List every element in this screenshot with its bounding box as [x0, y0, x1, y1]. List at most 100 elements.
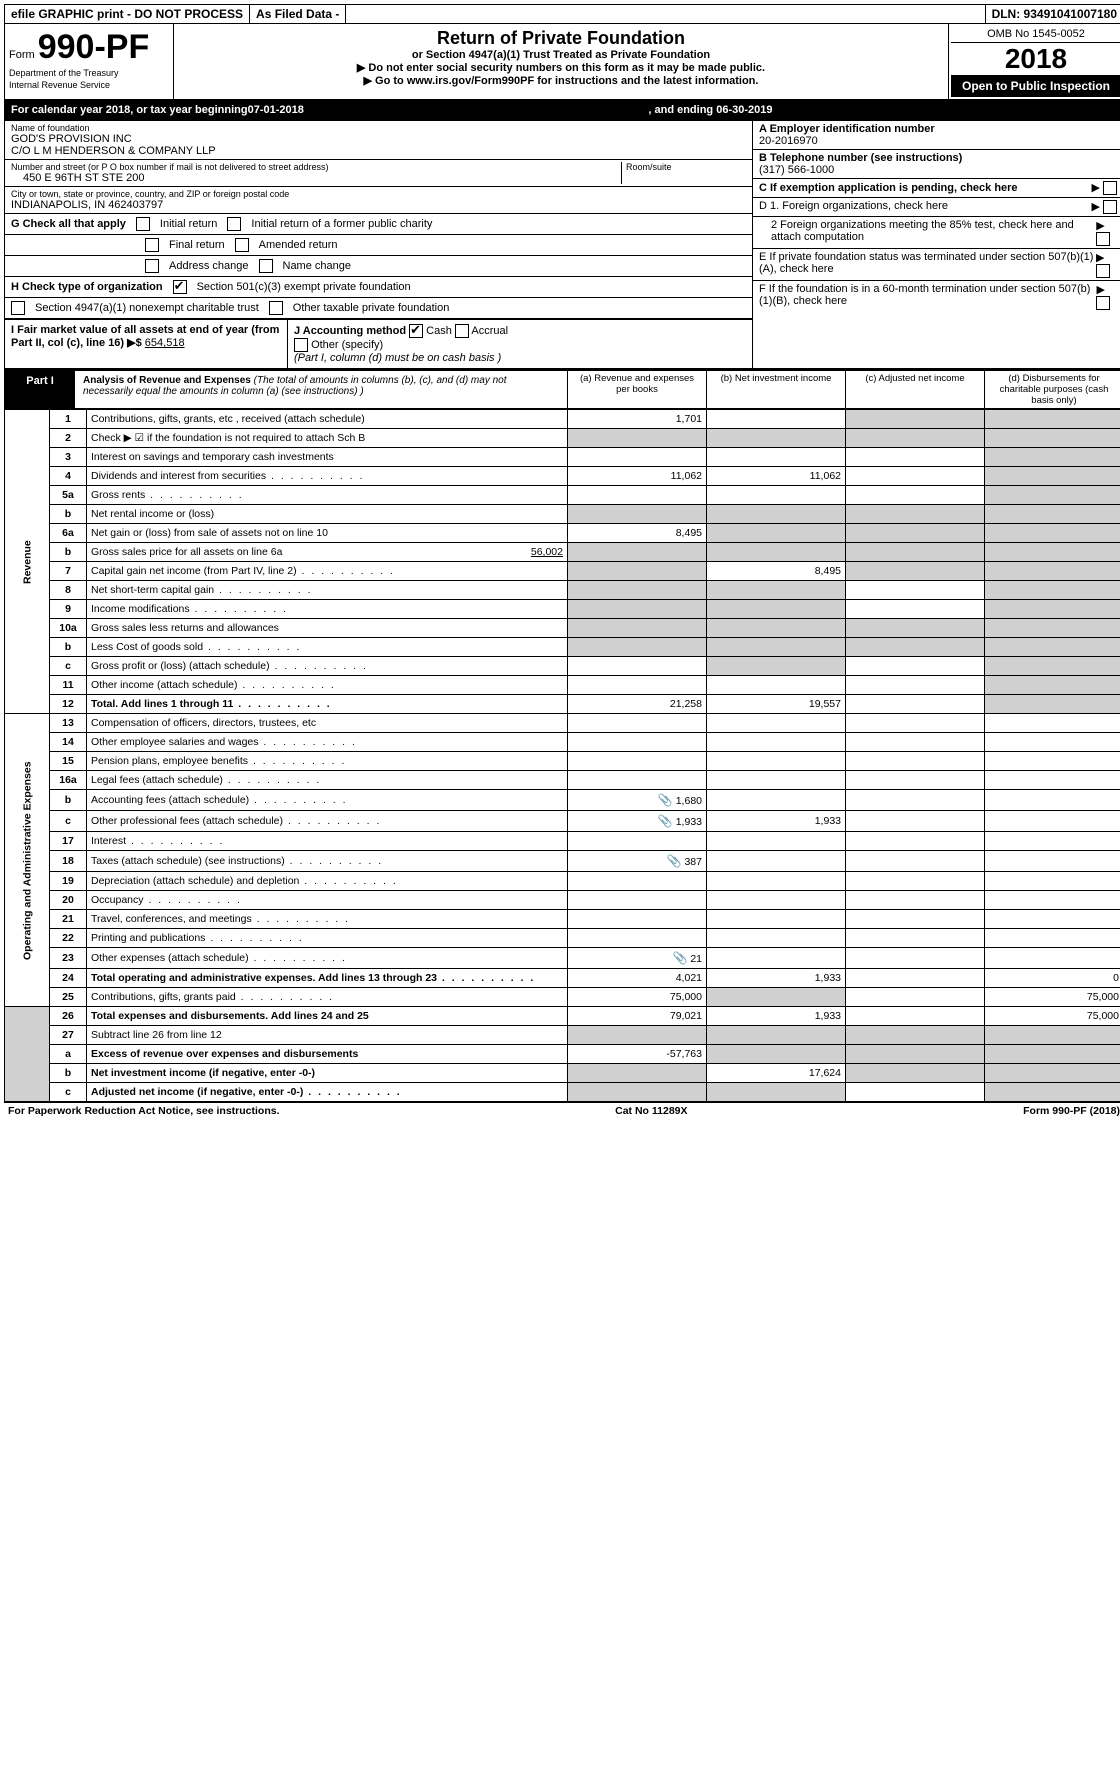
- row-23-desc: Other expenses (attach schedule): [87, 948, 568, 969]
- checkbox-d2[interactable]: [1096, 232, 1110, 246]
- omb-no: OMB No 1545-0052: [951, 26, 1120, 43]
- attach-icon[interactable]: 📎: [658, 814, 673, 828]
- form-title: Return of Private Foundation: [178, 28, 944, 49]
- paperwork-notice: For Paperwork Reduction Act Notice, see …: [8, 1105, 280, 1117]
- checkbox-other-taxable[interactable]: [269, 301, 283, 315]
- row-26-b: 1,933: [707, 1007, 846, 1026]
- checkbox-accrual[interactable]: [455, 324, 469, 338]
- irs: Internal Revenue Service: [9, 80, 110, 90]
- note-ssn: ▶ Do not enter social security numbers o…: [178, 61, 944, 74]
- a-ein-value: 20-2016970: [759, 135, 1117, 147]
- row-5a-desc: Gross rents: [87, 486, 568, 505]
- row-12-b: 19,557: [707, 695, 846, 714]
- checkbox-other-method[interactable]: [294, 338, 308, 352]
- checkbox-amended-return[interactable]: [235, 238, 249, 252]
- col-c-head: (c) Adjusted net income: [845, 371, 984, 408]
- row-4-b: 11,062: [707, 467, 846, 486]
- foundation-name-2: C/O L M HENDERSON & COMPANY LLP: [11, 145, 746, 157]
- e-label: E If private foundation status was termi…: [759, 251, 1096, 278]
- form-subtitle: or Section 4947(a)(1) Trust Treated as P…: [178, 49, 944, 61]
- row-21-desc: Travel, conferences, and meetings: [87, 910, 568, 929]
- cal-mid: , and ending: [648, 104, 716, 116]
- row-11-desc: Other income (attach schedule): [87, 676, 568, 695]
- lbl-initial: Initial return: [160, 218, 217, 230]
- col-b-head: (b) Net investment income: [706, 371, 845, 408]
- street-address: 450 E 96TH ST STE 200: [11, 172, 621, 184]
- row-26-d: 75,000: [985, 1007, 1120, 1026]
- row-10a-desc: Gross sales less returns and allowances: [87, 619, 568, 638]
- part1-title: Analysis of Revenue and Expenses: [83, 375, 251, 386]
- row-16a-desc: Legal fees (attach schedule): [87, 771, 568, 790]
- cat-no: Cat No 11289X: [615, 1105, 687, 1117]
- attach-icon[interactable]: 📎: [667, 854, 682, 868]
- row-7-desc: Capital gain net income (from Part IV, l…: [87, 562, 568, 581]
- lbl-other-method: Other (specify): [311, 339, 383, 351]
- row-6a-a: 8,495: [568, 524, 707, 543]
- dln: DLN: 93491041007180: [986, 5, 1120, 23]
- checkbox-initial-return[interactable]: [136, 217, 150, 231]
- row-18-desc: Taxes (attach schedule) (see instruction…: [87, 851, 568, 872]
- row-9-desc: Income modifications: [87, 600, 568, 619]
- row-14-desc: Other employee salaries and wages: [87, 733, 568, 752]
- b-phone-value: (317) 566-1000: [759, 164, 1117, 176]
- checkbox-initial-former[interactable]: [227, 217, 241, 231]
- checkbox-e[interactable]: [1096, 264, 1110, 278]
- row-4-desc: Dividends and interest from securities: [87, 467, 568, 486]
- row-25-desc: Contributions, gifts, grants paid: [87, 988, 568, 1007]
- d2-label: 2 Foreign organizations meeting the 85% …: [759, 219, 1096, 246]
- cal-begin: 07-01-2018: [248, 104, 304, 116]
- top-bar: efile GRAPHIC print - DO NOT PROCESS As …: [4, 4, 1120, 24]
- row-25-d: 75,000: [985, 988, 1120, 1007]
- checkbox-d1[interactable]: [1103, 200, 1117, 214]
- checkbox-4947[interactable]: [11, 301, 25, 315]
- f-label: F If the foundation is in a 60-month ter…: [759, 283, 1096, 310]
- checkbox-final-return[interactable]: [145, 238, 159, 252]
- row-13-desc: Compensation of officers, directors, tru…: [87, 714, 568, 733]
- row-16c-b: 1,933: [707, 811, 846, 832]
- row-27b-desc: Net investment income (if negative, ente…: [87, 1064, 568, 1083]
- col-d-head: (d) Disbursements for charitable purpose…: [984, 371, 1120, 408]
- checkbox-address-change[interactable]: [145, 259, 159, 273]
- col-a-head: (a) Revenue and expenses per books: [567, 371, 706, 408]
- cal-prefix: For calendar year 2018, or tax year begi…: [11, 104, 248, 116]
- row-4-a: 11,062: [568, 467, 707, 486]
- checkbox-name-change[interactable]: [259, 259, 273, 273]
- addr-label: Number and street (or P O box number if …: [11, 162, 621, 172]
- tax-year: 2018: [951, 43, 1120, 75]
- cal-end: 06-30-2019: [716, 104, 772, 116]
- row-7-b: 8,495: [707, 562, 846, 581]
- city-label: City or town, state or province, country…: [11, 189, 746, 199]
- row-23-a: 21: [690, 953, 702, 965]
- row-19-desc: Depreciation (attach schedule) and deple…: [87, 872, 568, 891]
- form-header: Form 990-PF Department of the Treasury I…: [4, 24, 1120, 100]
- row-3-desc: Interest on savings and temporary cash i…: [87, 448, 568, 467]
- lbl-cash: Cash: [426, 325, 452, 337]
- row-24-b: 1,933: [707, 969, 846, 988]
- attach-icon[interactable]: 📎: [672, 951, 687, 965]
- row-15-desc: Pension plans, employee benefits: [87, 752, 568, 771]
- row-5b-desc: Net rental income or (loss): [87, 505, 568, 524]
- part1-header: Part I Analysis of Revenue and Expenses …: [4, 369, 1120, 409]
- row-26-a: 79,021: [568, 1007, 707, 1026]
- row-16b-a: 1,680: [676, 795, 702, 807]
- calendar-year-row: For calendar year 2018, or tax year begi…: [4, 100, 1120, 121]
- checkbox-c[interactable]: [1103, 181, 1117, 195]
- lbl-amended: Amended return: [259, 239, 338, 251]
- form-number: 990-PF: [38, 28, 150, 66]
- checkbox-501c3[interactable]: [173, 280, 187, 294]
- row-8-desc: Net short-term capital gain: [87, 581, 568, 600]
- attach-icon[interactable]: 📎: [658, 793, 673, 807]
- row-27c-desc: Adjusted net income (if negative, enter …: [87, 1083, 568, 1102]
- dept-treasury: Department of the Treasury: [9, 68, 119, 78]
- row-12-a: 21,258: [568, 695, 707, 714]
- row-10b-desc: Less Cost of goods sold: [87, 638, 568, 657]
- part1-label: Part I: [5, 371, 75, 408]
- row-24-d: 0: [985, 969, 1120, 988]
- form-prefix: Form: [9, 49, 35, 61]
- checkbox-cash[interactable]: [409, 324, 423, 338]
- row-22-desc: Printing and publications: [87, 929, 568, 948]
- lbl-other-taxable: Other taxable private foundation: [293, 302, 450, 314]
- side-revenue: Revenue: [5, 410, 50, 714]
- checkbox-f[interactable]: [1096, 296, 1110, 310]
- row-24-a: 4,021: [568, 969, 707, 988]
